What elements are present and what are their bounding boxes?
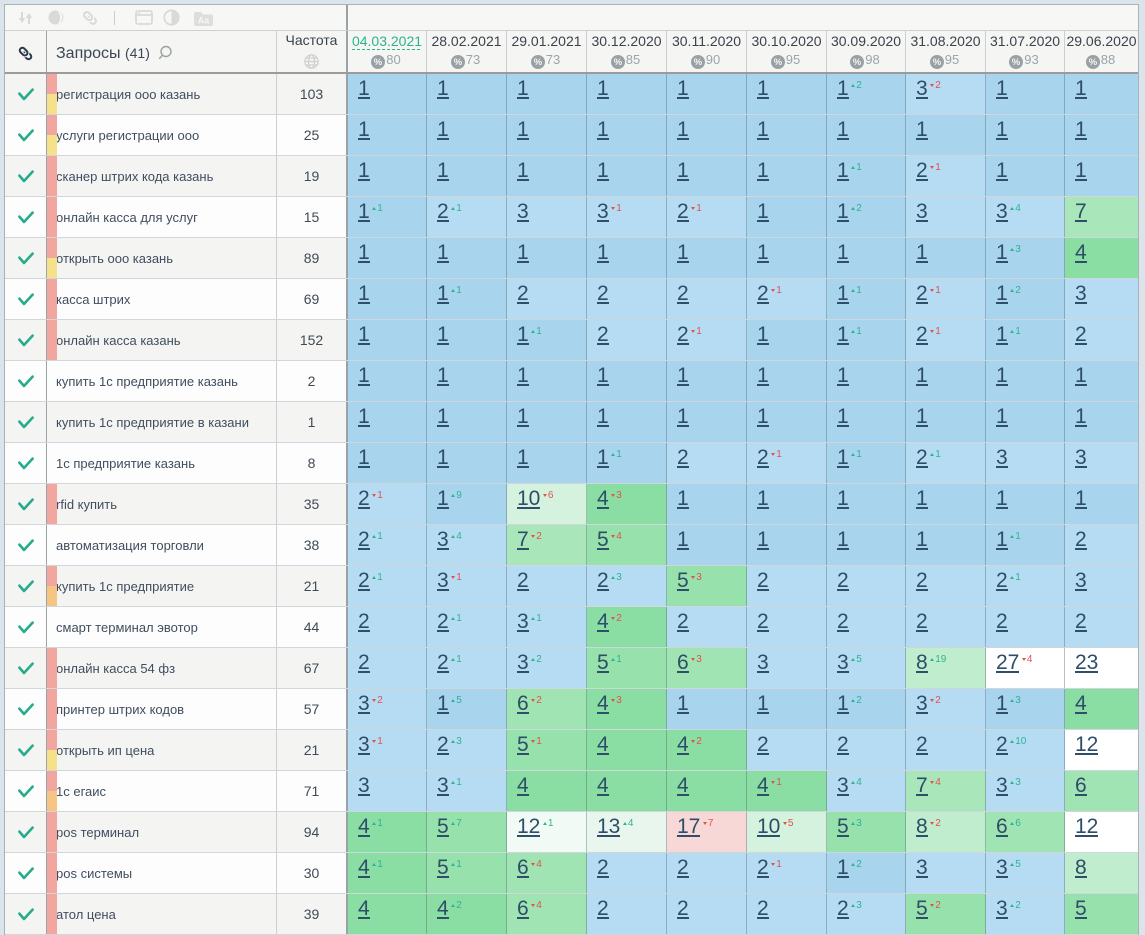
svg-text:%: % bbox=[694, 57, 703, 68]
svg-text:%: % bbox=[534, 57, 543, 68]
svg-text:Aa: Aa bbox=[198, 15, 210, 25]
svg-text:%: % bbox=[853, 57, 862, 68]
svg-text:%: % bbox=[374, 57, 383, 68]
svg-text:%: % bbox=[614, 57, 623, 68]
svg-text:%: % bbox=[454, 57, 463, 68]
svg-text:%: % bbox=[933, 57, 942, 68]
svg-text:%: % bbox=[774, 57, 783, 68]
svg-text:%: % bbox=[1012, 57, 1021, 68]
svg-text:%: % bbox=[1089, 57, 1098, 68]
